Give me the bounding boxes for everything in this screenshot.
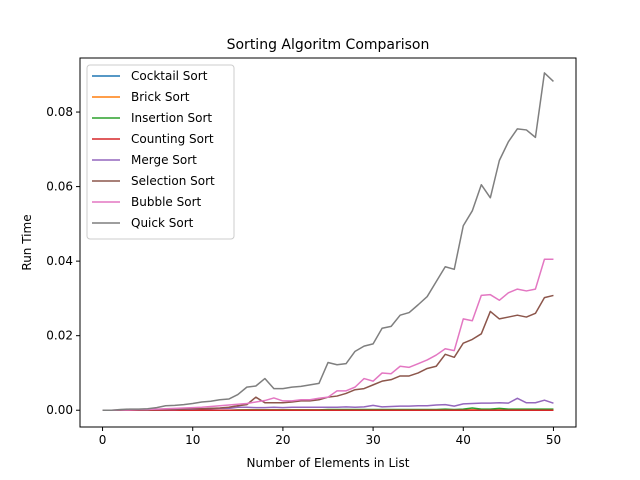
y-axis: 0.00 0.02 0.04 0.06 0.08 [46,105,80,417]
x-tick-label: 30 [365,433,380,447]
chart-title: Sorting Algoritm Comparison [227,37,430,53]
plot-frame [79,57,577,428]
x-axis: 0 10 20 30 40 50 [99,427,561,447]
legend-box [86,64,235,240]
x-tick-label: 50 [546,433,561,447]
legend-label: Bubble Sort [131,195,201,209]
series-lines [102,72,554,411]
legend-label: Merge Sort [131,153,197,167]
y-tick-label: 0.08 [46,105,73,119]
legend-label: Cocktail Sort [131,69,208,83]
y-tick-label: 0.00 [46,403,73,417]
legend-label: Brick Sort [131,90,190,104]
y-tick-label: 0.06 [46,180,73,194]
legend-label: Selection Sort [131,174,215,188]
x-tick-label: 10 [185,433,200,447]
x-axis-label: Number of Elements in List [247,456,410,470]
legend-label: Insertion Sort [131,111,212,125]
x-tick-label: 20 [275,433,290,447]
x-tick-label: 40 [456,433,471,447]
y-tick-label: 0.04 [46,254,73,268]
y-axis-label: Run Time [20,214,34,270]
legend: Cocktail Sort Brick Sort Insertion Sort Cou… [86,64,235,240]
series-line-6 [102,258,554,411]
y-tick-label: 0.02 [46,329,73,343]
series-line-7 [102,72,554,411]
x-tick-label: 0 [99,433,107,447]
legend-label: Counting Sort [131,132,214,146]
legend-label: Quick Sort [131,216,194,230]
